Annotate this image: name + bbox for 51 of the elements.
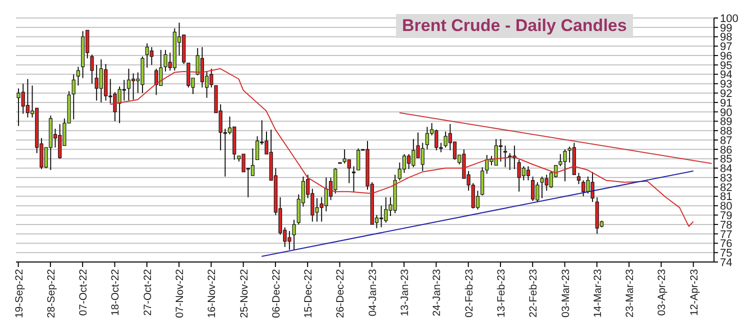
candlestick [256, 136, 260, 160]
candlestick [150, 46, 154, 66]
candlestick [425, 126, 430, 150]
candlestick [250, 148, 255, 176]
x-tick-label: 02-Feb-23 [463, 268, 476, 318]
y-tick-label: 91 [720, 97, 732, 110]
y-tick-label: 92 [720, 88, 732, 100]
candlestick [126, 68, 131, 102]
y-tick-label: 81 [720, 191, 732, 204]
x-tick-label: 27-Oct-22 [142, 268, 154, 316]
x-tick-label: 12-Apr-23 [688, 268, 700, 316]
candlestick [526, 166, 530, 181]
x-tick-label: 28-Sep-22 [45, 268, 58, 318]
x-tick-label: 06-Dec-22 [270, 268, 282, 318]
x-tick-label: 16-Nov-22 [206, 268, 218, 318]
candlestick [531, 176, 535, 202]
x-tick-label: 22-Feb-23 [528, 268, 540, 318]
y-tick-label: 87 [720, 134, 732, 147]
candlestick [480, 166, 484, 196]
x-tick-label: 18-Oct-22 [110, 268, 122, 316]
candlestick [352, 166, 356, 192]
candlestick [72, 74, 76, 120]
x-tick-label: 25-Nov-22 [238, 268, 250, 318]
candlestick [90, 54, 94, 84]
candlestick [379, 205, 384, 228]
candlestick [503, 145, 508, 168]
chart-title: Brent Crude - Daily Candles [396, 14, 633, 38]
candlestick [292, 219, 296, 250]
candlestick [498, 138, 502, 162]
y-tick-label: 79 [720, 210, 732, 222]
y-tick-label: 100 [720, 12, 738, 25]
x-tick-label: 13-Jan-23 [399, 268, 412, 316]
x-tick-label: 04-Jan-23 [366, 268, 379, 316]
x-tick-label: 19-Sep-22 [13, 268, 26, 318]
x-tick-label: 03-Mar-23 [560, 268, 572, 318]
x-tick-label: 15-Dec-22 [302, 268, 315, 318]
x-tick-label: 07-Oct-22 [78, 268, 90, 316]
x-tick-label: 14-Mar-23 [592, 268, 604, 318]
x-tick-label: 03-Apr-23 [656, 268, 668, 316]
x-tick-label: 24-Jan-23 [431, 268, 444, 316]
y-tick-label: 83 [720, 172, 732, 184]
x-tick-label: 13-Feb-23 [495, 268, 508, 318]
y-tick-label: 90 [720, 106, 732, 119]
candlestick [576, 172, 581, 185]
x-tick-label: 23-Mar-23 [624, 268, 636, 318]
y-tick-label: 74 [720, 256, 732, 269]
x-tick-label: 07-Nov-22 [174, 268, 186, 318]
x-tick-label: 26-Dec-22 [334, 268, 347, 318]
candlestick [356, 148, 360, 171]
candlestick [76, 66, 80, 86]
y-tick-label: 78 [720, 219, 732, 232]
